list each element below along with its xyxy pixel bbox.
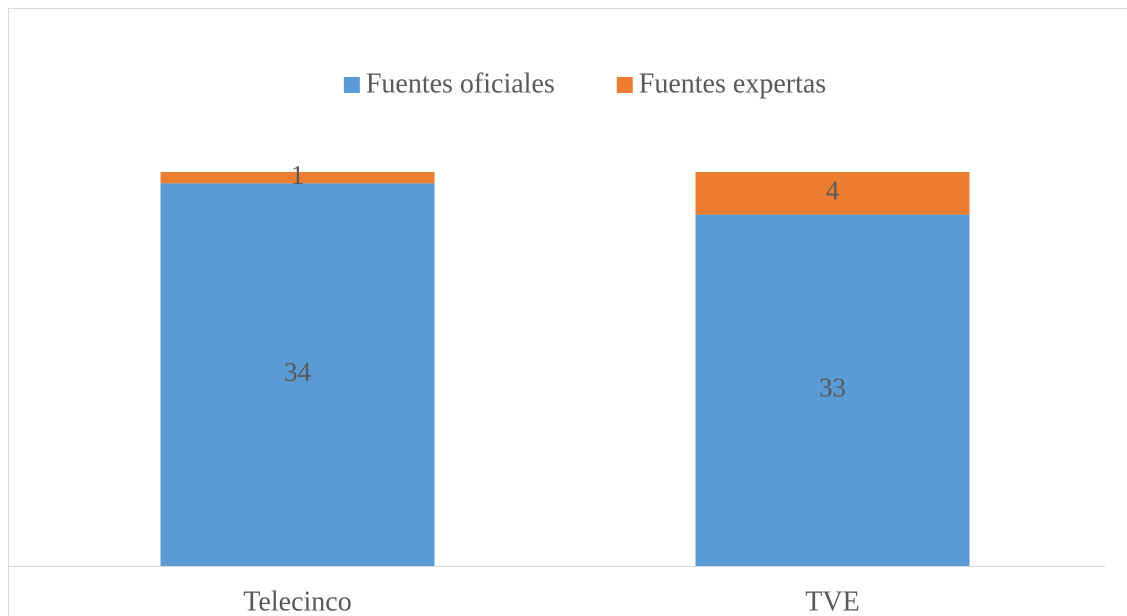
data-label: 4 xyxy=(826,176,840,206)
bar-segment xyxy=(160,172,435,184)
bar-segment xyxy=(160,183,435,566)
legend-label: Fuentes expertas xyxy=(639,68,826,99)
chart-border xyxy=(8,8,1127,616)
data-label: 1 xyxy=(291,160,305,190)
legend-label: Fuentes oficiales xyxy=(366,68,555,99)
x-tick-label: TVE xyxy=(805,586,859,616)
x-tick-label: Telecinco xyxy=(243,586,351,616)
data-label: 33 xyxy=(819,373,846,403)
data-label: 34 xyxy=(284,357,312,387)
legend-swatch xyxy=(343,77,360,93)
bar-segment xyxy=(695,172,970,215)
legend-swatch xyxy=(616,77,633,93)
bar-segment xyxy=(695,214,970,566)
